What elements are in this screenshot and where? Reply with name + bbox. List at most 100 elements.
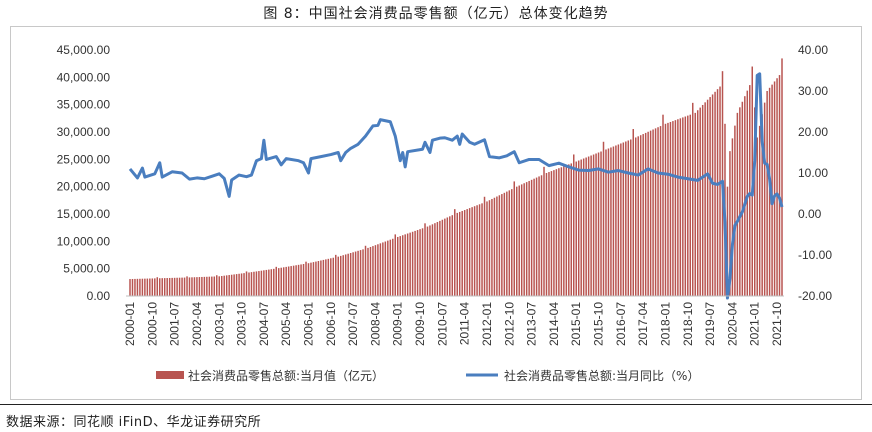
x-tick-label: 2018-10 <box>681 302 695 346</box>
bar <box>575 161 577 296</box>
left-axis: 45,000.00 40,000.00 35,000.00 30,000.00 25,0… <box>57 43 111 303</box>
bar <box>756 137 758 296</box>
bar <box>325 259 327 296</box>
x-tick-label: 2003-01 <box>212 302 226 346</box>
footer-rule <box>0 404 872 405</box>
bar <box>612 146 615 296</box>
bar <box>706 99 709 296</box>
bar <box>330 258 332 296</box>
bar <box>357 250 359 296</box>
bar <box>441 219 444 296</box>
x-tick-label: 2016-07 <box>614 302 628 346</box>
bar <box>312 262 315 296</box>
bar <box>364 245 367 296</box>
bar <box>367 247 369 296</box>
bar <box>518 185 520 296</box>
bar <box>501 194 503 296</box>
bar <box>454 209 456 296</box>
bar <box>260 270 263 296</box>
bar <box>652 129 654 296</box>
bar <box>404 234 406 296</box>
bar <box>211 276 213 296</box>
x-tick-label: 2021-10 <box>770 302 784 346</box>
bar <box>674 120 677 296</box>
bar <box>498 195 501 296</box>
bar <box>416 230 419 296</box>
bar <box>292 265 295 296</box>
bar <box>677 119 679 297</box>
bar <box>280 267 282 296</box>
bar <box>610 147 612 296</box>
bar <box>282 267 285 296</box>
bar <box>320 260 322 296</box>
bar <box>555 169 558 296</box>
bar <box>322 259 325 296</box>
bar <box>409 232 411 296</box>
bar <box>592 154 595 296</box>
bar <box>766 91 768 296</box>
bar <box>449 216 451 296</box>
bar <box>545 173 548 296</box>
bar <box>196 277 198 296</box>
bar <box>342 255 344 296</box>
x-tick-label: 2012-01 <box>480 302 494 346</box>
bar <box>146 278 149 296</box>
bar <box>563 166 565 296</box>
bar <box>644 132 647 296</box>
bar <box>446 217 449 296</box>
bar <box>451 215 454 296</box>
bar <box>225 275 228 296</box>
bar <box>481 203 483 296</box>
right-tick-label: 0.00 <box>798 207 822 221</box>
bar <box>582 158 585 296</box>
left-tick-label: 30,000.00 <box>57 125 111 139</box>
x-tick-label: 2007-07 <box>346 302 360 346</box>
bar <box>744 96 746 296</box>
bar <box>630 139 632 296</box>
bar <box>739 107 741 296</box>
bar <box>458 211 461 296</box>
bar <box>590 155 592 296</box>
bar <box>689 114 692 296</box>
left-tick-label: 45,000.00 <box>57 43 111 57</box>
bar <box>657 127 659 296</box>
bar <box>335 254 337 296</box>
bar <box>166 278 168 296</box>
bar <box>711 94 714 297</box>
bar <box>587 156 590 296</box>
bar <box>374 245 377 296</box>
bar <box>506 191 508 296</box>
bar <box>392 238 394 296</box>
bar <box>287 266 290 296</box>
bar <box>191 277 193 296</box>
x-tick-label: 2004-07 <box>257 302 271 346</box>
bar <box>206 276 208 296</box>
bar <box>696 110 699 296</box>
legend: 社会消费品零售总额:当月值（亿元） 社会消费品零售总额:当月同比（%） <box>156 368 699 383</box>
bar <box>540 175 543 296</box>
bar <box>627 140 630 296</box>
bar <box>528 180 530 296</box>
bar <box>637 136 639 296</box>
bar <box>439 220 441 296</box>
bar <box>399 236 401 296</box>
x-tick-label: 2017-04 <box>636 302 650 346</box>
bar <box>625 141 627 296</box>
bar <box>617 144 620 296</box>
bar <box>223 275 225 296</box>
bar <box>704 102 706 296</box>
bar <box>585 157 587 296</box>
bar <box>275 266 278 296</box>
bar <box>431 224 434 296</box>
bar <box>406 233 409 296</box>
bar <box>149 278 151 296</box>
bar <box>136 278 139 296</box>
x-tick-label: 2011-04 <box>458 302 472 345</box>
bar <box>273 268 275 296</box>
bar <box>134 278 136 296</box>
bar <box>692 102 694 296</box>
bar <box>749 85 751 296</box>
bar <box>268 269 270 296</box>
x-tick-label: 2000-01 <box>123 302 137 346</box>
bar <box>669 121 672 296</box>
